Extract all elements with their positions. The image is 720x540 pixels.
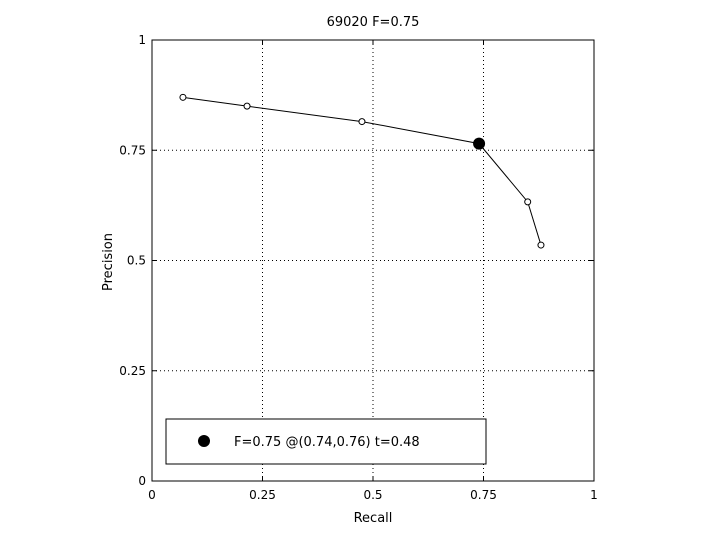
data-point xyxy=(243,102,251,110)
y-tick-label: 0 xyxy=(138,474,146,488)
x-tick-label: 0 xyxy=(148,488,156,502)
y-tick-label: 0.25 xyxy=(119,364,146,378)
x-tick-label: 0.5 xyxy=(363,488,382,502)
y-axis-label: Precision xyxy=(101,233,116,291)
legend: F=0.75 @(0.74,0.76) t=0.48 xyxy=(165,418,487,465)
x-axis-label: Recall xyxy=(354,511,393,526)
series-line xyxy=(182,96,542,246)
ticks: 0 0.25 0.5 0.75 1 0 0.25 0.5 0.75 1 xyxy=(119,33,598,502)
data-point xyxy=(524,198,532,206)
chart-title: 69020 F=0.75 xyxy=(327,15,420,30)
grid xyxy=(152,40,594,481)
x-tick-label: 0.75 xyxy=(470,488,497,502)
x-tick-label: 0.25 xyxy=(249,488,276,502)
legend-marker xyxy=(198,435,210,447)
data-point xyxy=(358,118,366,126)
x-tick-label: 1 xyxy=(590,488,598,502)
data-point xyxy=(537,241,545,249)
y-tick-label: 1 xyxy=(138,33,146,47)
legend-box xyxy=(165,418,487,465)
best-f-point xyxy=(473,137,486,150)
series xyxy=(179,93,545,249)
legend-label: F=0.75 @(0.74,0.76) t=0.48 xyxy=(234,435,420,450)
y-tick-label: 0.75 xyxy=(119,143,146,157)
y-tick-label: 0.5 xyxy=(127,254,146,268)
data-point xyxy=(179,93,187,101)
